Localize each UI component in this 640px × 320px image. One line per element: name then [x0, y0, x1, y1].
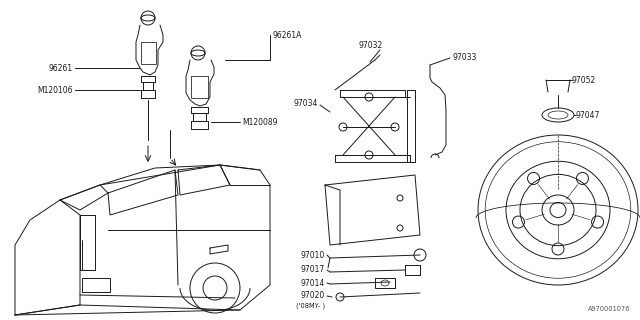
Bar [141, 42, 156, 64]
Text: 97047: 97047 [576, 110, 600, 119]
Text: 97032: 97032 [358, 41, 382, 50]
Text: 97020: 97020 [301, 292, 325, 300]
Text: 97052: 97052 [572, 76, 596, 84]
Text: 97010: 97010 [301, 251, 325, 260]
Text: 97014: 97014 [301, 278, 325, 287]
Text: 97034: 97034 [294, 99, 318, 108]
Text: M120106: M120106 [38, 85, 73, 94]
Text: M120089: M120089 [242, 117, 278, 126]
Text: ('08MY- ): ('08MY- ) [296, 303, 325, 309]
Bar [191, 76, 208, 98]
Bar [82, 278, 110, 292]
Text: 97033: 97033 [452, 52, 476, 61]
Text: 96261A: 96261A [272, 30, 301, 39]
Text: 96261: 96261 [49, 63, 73, 73]
Text: A970001076: A970001076 [588, 306, 630, 312]
Text: 97017: 97017 [301, 266, 325, 275]
